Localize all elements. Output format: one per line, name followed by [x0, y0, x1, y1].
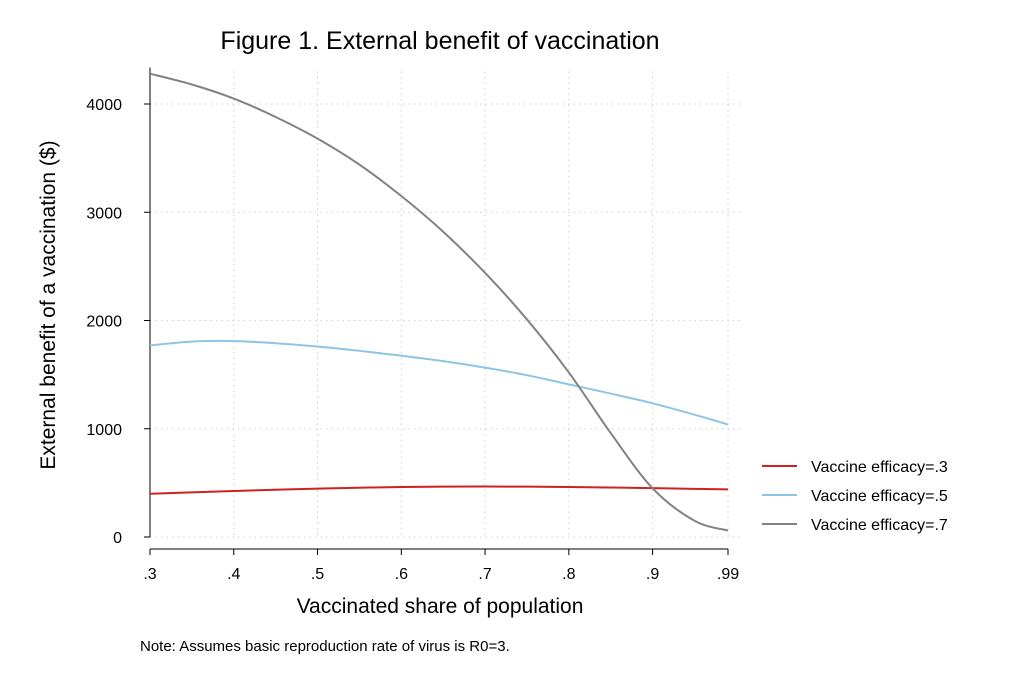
y-tick-label: 0	[113, 530, 122, 547]
chart-title: Figure 1. External benefit of vaccinatio…	[220, 27, 659, 55]
y-tick-label: 1000	[86, 422, 122, 439]
x-tick-label: .8	[562, 566, 575, 583]
chart-note: Note: Assumes basic reproduction rate of…	[140, 638, 510, 655]
x-tick-label: .3	[143, 566, 156, 583]
x-axis-label: Vaccinated share of population	[297, 595, 584, 618]
legend-label-3: Vaccine efficacy=.7	[811, 517, 948, 534]
x-tick-label: .5	[311, 566, 324, 583]
legend-label-2: Vaccine efficacy=.5	[811, 488, 948, 505]
x-tick-label: .6	[395, 566, 408, 583]
y-tick-label: 4000	[86, 97, 122, 114]
x-tick-label: .4	[227, 566, 240, 583]
x-tick-label: .7	[478, 566, 491, 583]
series-line-1	[149, 485, 729, 495]
y-tick-label: 3000	[86, 205, 122, 222]
series-line-2	[149, 339, 729, 426]
series-line-3	[149, 72, 729, 532]
x-tick-label: .9	[646, 566, 659, 583]
legend-label-1: Vaccine efficacy=.3	[811, 459, 948, 476]
y-axis-label: External benefit of a vaccination ($)	[37, 140, 60, 469]
x-tick-label: .99	[717, 566, 739, 583]
y-tick-label: 2000	[86, 314, 122, 331]
